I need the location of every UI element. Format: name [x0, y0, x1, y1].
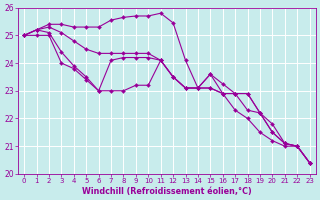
X-axis label: Windchill (Refroidissement éolien,°C): Windchill (Refroidissement éolien,°C): [82, 187, 252, 196]
